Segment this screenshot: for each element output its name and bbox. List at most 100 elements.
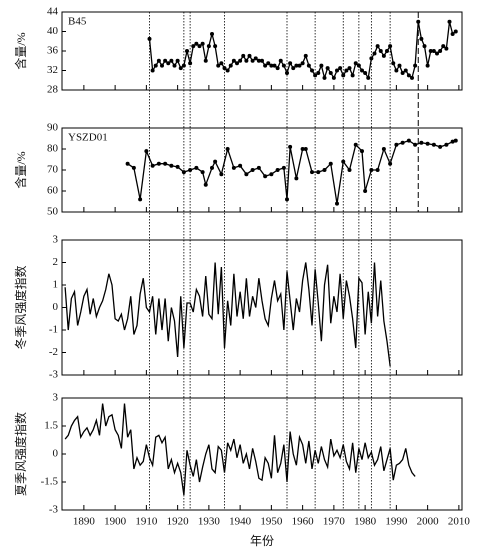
data-point	[256, 165, 261, 170]
data-point	[450, 139, 455, 144]
x-tick-label: 1990	[385, 516, 408, 528]
y-tick-label: 32	[47, 64, 58, 76]
data-point	[181, 63, 186, 68]
data-point	[447, 19, 452, 24]
data-point	[231, 58, 236, 63]
data-point	[335, 68, 339, 73]
y-tick-label: 50	[47, 206, 59, 218]
x-tick-label: 2010	[448, 516, 471, 528]
series-label: B45	[68, 16, 87, 28]
y-axis-label: 含量/%	[13, 151, 28, 188]
data-point	[381, 147, 386, 151]
plot-frame	[61, 239, 463, 376]
data-point	[256, 58, 261, 63]
data-point	[363, 70, 368, 75]
data-point	[425, 141, 430, 146]
y-tick-label: 80	[47, 143, 59, 155]
data-point	[210, 165, 214, 170]
data-point	[250, 58, 255, 63]
data-point	[372, 51, 377, 56]
y-tick-label: 0	[53, 448, 59, 460]
data-point	[194, 41, 199, 46]
series-line	[64, 403, 416, 496]
data-point	[403, 68, 408, 73]
data-point	[444, 46, 449, 51]
data-point	[275, 168, 280, 172]
data-point	[163, 161, 168, 166]
data-point	[222, 66, 227, 71]
data-point	[194, 165, 199, 170]
data-point	[328, 70, 333, 75]
data-point	[253, 56, 258, 61]
series-line	[127, 139, 456, 204]
x-tick-label: 1900	[104, 516, 127, 528]
data-point	[175, 58, 180, 63]
data-point	[319, 63, 324, 68]
data-point	[303, 53, 308, 58]
series-line	[148, 21, 457, 81]
data-point	[191, 44, 196, 49]
data-point	[300, 147, 305, 151]
data-point	[197, 44, 202, 49]
data-point	[185, 49, 189, 53]
data-point	[431, 142, 436, 147]
data-point	[150, 68, 155, 73]
data-point	[169, 163, 174, 168]
data-point	[422, 44, 427, 49]
y-tick-label: -1.5	[41, 476, 59, 488]
data-point	[303, 147, 308, 151]
data-point	[316, 70, 321, 75]
data-point	[213, 44, 218, 49]
data-point	[431, 49, 436, 53]
data-point	[322, 75, 327, 80]
data-point	[344, 68, 349, 73]
y-tick-label: 3	[53, 392, 59, 404]
data-point	[335, 201, 339, 206]
data-point	[244, 58, 249, 63]
data-point	[278, 58, 283, 63]
data-point	[347, 66, 352, 71]
data-point	[453, 29, 458, 34]
data-point	[125, 161, 130, 166]
data-point	[219, 172, 224, 177]
data-point	[231, 165, 236, 170]
data-point	[281, 63, 286, 68]
data-point	[213, 159, 218, 164]
data-point	[353, 142, 358, 147]
data-point	[147, 36, 152, 41]
y-tick-label: 44	[47, 6, 59, 18]
x-tick-label: 1980	[354, 516, 377, 528]
x-tick-label: 1940	[229, 516, 252, 528]
data-point	[406, 73, 411, 78]
x-tick-label: 1930	[198, 516, 221, 528]
data-point	[441, 44, 446, 49]
data-point	[328, 161, 333, 166]
y-tick-label: 70	[47, 164, 59, 176]
data-point	[375, 44, 380, 49]
y-axis-label: 冬季风强度指数	[13, 265, 28, 349]
data-point	[203, 58, 208, 63]
y-tick-label: 0	[53, 301, 59, 313]
data-point	[275, 66, 280, 71]
data-point	[228, 63, 233, 68]
data-point	[410, 75, 414, 80]
series-label: YSZD01	[68, 132, 108, 144]
data-point	[166, 61, 171, 66]
data-point	[131, 165, 136, 170]
y-tick-label: 28	[47, 84, 59, 96]
data-point	[153, 63, 158, 68]
data-point	[294, 63, 299, 68]
data-point	[144, 149, 149, 154]
data-point	[413, 142, 418, 147]
data-point	[156, 161, 161, 166]
data-point	[210, 31, 214, 36]
data-point	[350, 73, 355, 78]
data-point	[247, 53, 252, 58]
data-point	[310, 68, 314, 73]
plot-frame	[61, 397, 463, 511]
data-point	[419, 140, 424, 145]
data-point	[138, 197, 143, 202]
data-point	[378, 49, 383, 53]
plot-frame	[61, 127, 463, 213]
